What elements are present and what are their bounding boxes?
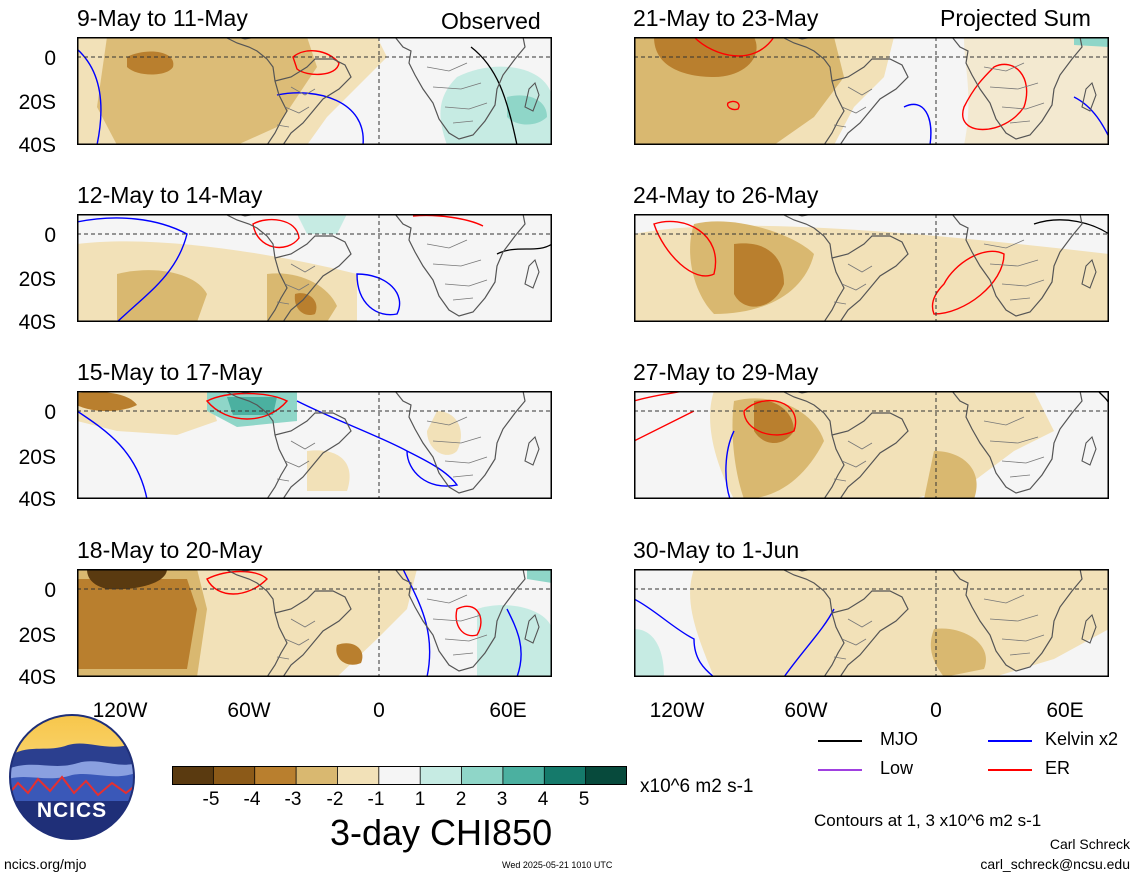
panel-title: 30-May to 1-Jun <box>633 537 800 563</box>
colorbar-tick-label: 4 <box>537 789 549 810</box>
legend-swatch-mjo <box>818 740 862 742</box>
y-tick-label: 20S <box>18 268 56 291</box>
legend-swatch-low <box>818 769 862 771</box>
y-tick-label: 0 <box>44 401 56 424</box>
x-tick-label: 60E <box>489 699 527 722</box>
panel-title: 12-May to 14-May <box>77 182 263 208</box>
y-tick-label: 20S <box>18 91 56 114</box>
colorbar-tick-label: 3 <box>496 789 508 810</box>
panel-title: 21-May to 23-May <box>633 5 819 31</box>
map-panel <box>77 569 552 677</box>
legend-label-low: Low <box>880 758 914 778</box>
y-tick-label: 20S <box>18 446 56 469</box>
colorbar-segment <box>420 766 463 785</box>
map-panel <box>634 214 1109 322</box>
colorbar-segment <box>296 766 338 785</box>
map-panel <box>634 569 1109 677</box>
y-tick-label: 40S <box>18 311 56 334</box>
x-tick-label: 120W <box>92 699 148 722</box>
y-tick-label: 0 <box>44 224 56 247</box>
colorbar-segment <box>378 766 421 785</box>
legend-label-mjo: MJO <box>880 729 918 749</box>
colorbar-tick-label: -2 <box>326 789 344 810</box>
y-tick-label: 40S <box>18 666 56 689</box>
colorbar-tick-label: 1 <box>414 789 426 810</box>
map-panel <box>77 391 552 499</box>
map-panel <box>634 37 1109 145</box>
author: Carl Schreck <box>1049 836 1130 852</box>
timestamp: Wed 2025-05-21 1010 UTC <box>502 860 613 870</box>
legend-swatch-er <box>988 769 1032 771</box>
x-tick-label: 120W <box>649 699 705 722</box>
colorbar-units: x10^6 m2 s-1 <box>640 776 754 797</box>
colorbar-tick-label: -3 <box>284 789 302 810</box>
colorbar <box>172 766 628 785</box>
panel-title: 27-May to 29-May <box>633 359 819 385</box>
x-tick-label: 0 <box>930 699 942 722</box>
panel-title: 9-May to 11-May <box>77 5 248 31</box>
author-email[interactable]: carl_schreck@ncsu.edu <box>980 856 1130 872</box>
colorbar-segment <box>585 766 628 785</box>
map-panel <box>77 214 552 322</box>
legend-swatch-kelvin <box>988 740 1032 742</box>
colorbar-tick-label: -1 <box>367 789 385 810</box>
x-tick-label: 60W <box>227 699 271 722</box>
map-panel <box>634 391 1109 499</box>
colorbar-tick-label: -4 <box>243 789 261 810</box>
legend-label-er: ER <box>1045 758 1071 778</box>
ncics-logo: NCICS <box>8 713 136 841</box>
y-tick-label: 0 <box>44 579 56 602</box>
colorbar-segment <box>502 766 545 785</box>
panel-title: 18-May to 20-May <box>77 537 263 563</box>
colorbar-tick-label: -5 <box>202 789 220 810</box>
colorbar-segment <box>461 766 504 785</box>
logo-text: NCICS <box>36 799 108 822</box>
projected-label: Projected Sum <box>940 5 1091 31</box>
site-link[interactable]: ncics.org/mjo <box>4 856 87 872</box>
x-tick-label: 60W <box>784 699 828 722</box>
colorbar-segment <box>172 766 214 785</box>
colorbar-segment <box>544 766 587 785</box>
y-tick-label: 40S <box>18 134 56 157</box>
y-tick-label: 40S <box>18 488 56 511</box>
colorbar-segment <box>213 766 256 785</box>
legend-label-kelvin: Kelvin x2 <box>1045 729 1119 749</box>
colorbar-border <box>172 766 627 785</box>
y-tick-label: 20S <box>18 624 56 647</box>
colorbar-segment <box>337 766 380 785</box>
observed-label: Observed <box>441 8 541 34</box>
y-tick-label: 0 <box>44 47 56 70</box>
colorbar-tick-label: 5 <box>578 789 590 810</box>
colorbar-segment <box>254 766 297 785</box>
panel-title: 15-May to 17-May <box>77 359 263 385</box>
chart-title: 3-day CHI850 <box>330 812 553 853</box>
colorbar-tick-label: 2 <box>455 789 467 810</box>
x-tick-label: 60E <box>1046 699 1084 722</box>
map-panel <box>77 37 552 145</box>
panel-title: 24-May to 26-May <box>633 182 819 208</box>
contours-note: Contours at 1, 3 x10^6 m2 s-1 <box>814 811 1042 830</box>
x-tick-label: 0 <box>373 699 385 722</box>
